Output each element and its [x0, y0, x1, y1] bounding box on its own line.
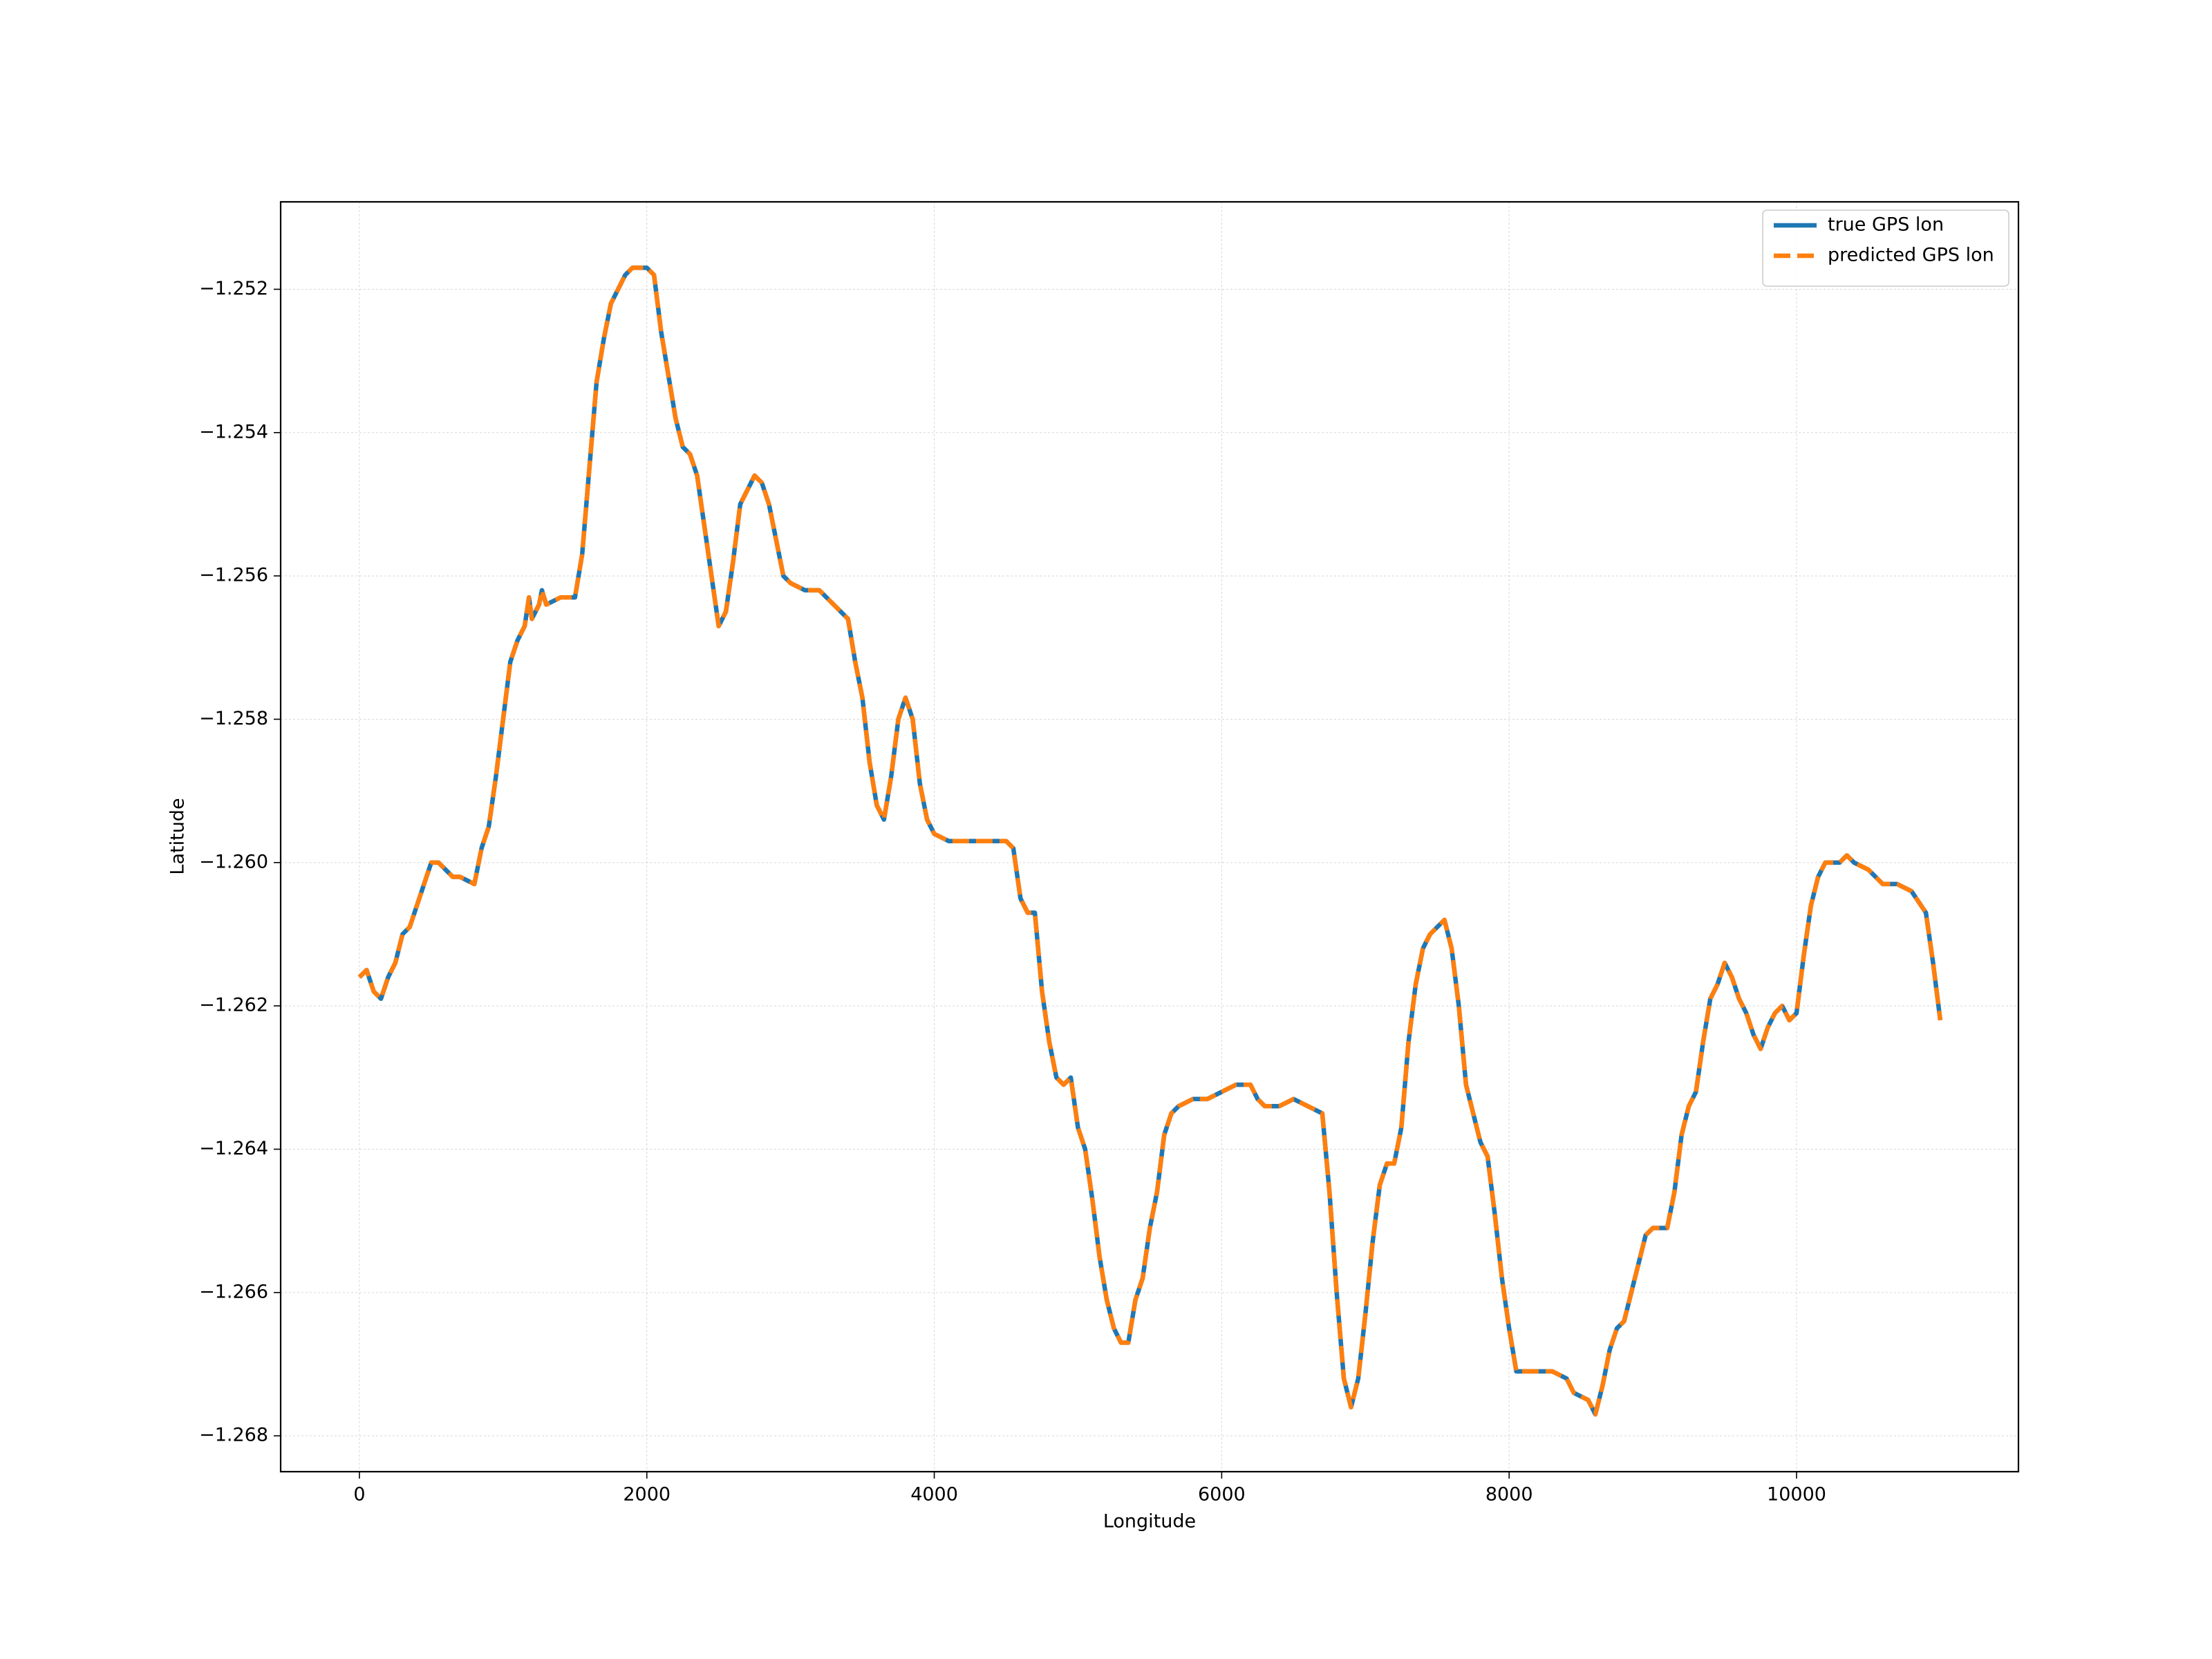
x-tick-label: 6000 [1198, 1484, 1246, 1506]
y-tick-label: −1.264 [199, 1138, 268, 1159]
legend-box [1762, 209, 2009, 287]
y-tick-label: −1.266 [199, 1281, 268, 1302]
legend-label: true GPS lon [1828, 214, 1944, 236]
y-tick-label: −1.268 [199, 1425, 268, 1446]
grid [281, 202, 2018, 1472]
series-line [357, 265, 1943, 1417]
y-tick-label: −1.260 [199, 851, 268, 872]
y-tick-label: −1.258 [199, 708, 268, 729]
x-axis-label: Longitude [1103, 1511, 1196, 1533]
plot-frame [279, 200, 2020, 1473]
legend: true GPS lon predicted GPS lon [1762, 209, 2009, 287]
y-axis-label: Latitude [167, 798, 189, 874]
x-tick-label: 0 [353, 1484, 365, 1506]
plot-lines [357, 265, 1943, 1417]
x-tick-label: 8000 [1485, 1484, 1533, 1506]
y-tick-label: −1.262 [199, 995, 268, 1016]
x-tick-label: 4000 [910, 1484, 958, 1506]
y-tick-label: −1.254 [199, 421, 268, 442]
x-tick-label: 2000 [623, 1484, 671, 1506]
y-tick-label: −1.252 [199, 278, 268, 299]
legend-label: predicted GPS lon [1828, 245, 1994, 266]
y-tick-label: −1.256 [199, 565, 268, 586]
x-tick-label: 10000 [1767, 1484, 1826, 1506]
axes: 0 2000 4000 6000 8000 10000 −1.268 −1.266 −1.264… [199, 278, 1826, 1506]
